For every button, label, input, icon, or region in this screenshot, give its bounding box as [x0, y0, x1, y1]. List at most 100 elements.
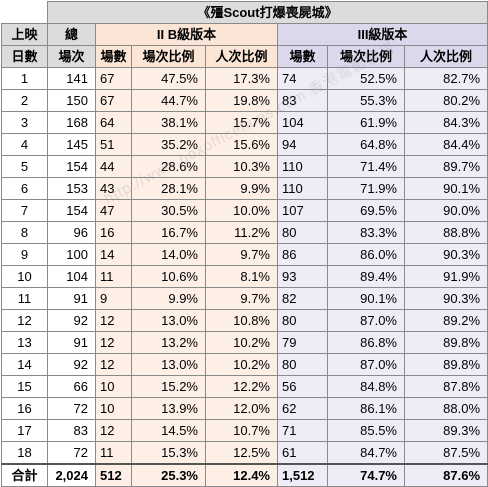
table-row: 5 154 44 28.6% 10.3% 110 71.4% 89.7%	[1, 155, 488, 178]
table-row: 2 150 67 44.7% 19.8% 83 55.3% 80.2%	[1, 89, 488, 112]
title-row: 《殭Scout打爆喪屍城》	[1, 1, 488, 24]
ii-screenings-cell: 11	[95, 265, 132, 288]
table-row: 1 141 67 47.5% 17.3% 74 52.5% 82.7%	[1, 67, 488, 90]
day-cell: 4	[1, 133, 48, 156]
total-cell: 168	[47, 111, 96, 134]
ii-screening-ratio-cell: 44.7%	[131, 89, 206, 112]
table-row: 12 92 12 13.0% 10.8% 80 87.0% 89.2%	[1, 309, 488, 332]
ii-attendance-ratio-cell: 17.3%	[205, 67, 278, 90]
table-row: 7 154 47 30.5% 10.0% 107 69.5% 90.0%	[1, 199, 488, 222]
iii-screening-ratio-cell: 87.0%	[327, 309, 405, 332]
table-row: 3 168 64 38.1% 15.7% 104 61.9% 84.3%	[1, 111, 488, 134]
ii-screenings-cell: 10	[95, 375, 132, 398]
ii-screening-ratio-cell: 15.3%	[131, 441, 206, 465]
iii-screenings-cell: 110	[277, 177, 328, 200]
iii-screenings-cell: 80	[277, 353, 328, 376]
total-cell: 154	[47, 155, 96, 178]
table-row: 11 91 9 9.9% 9.7% 82 90.1% 90.3%	[1, 287, 488, 310]
ii-screening-ratio-cell: 13.0%	[131, 309, 206, 332]
iii-attendance-ratio-cell: 89.7%	[403, 155, 488, 178]
ii-screening-ratio-cell: 38.1%	[131, 111, 206, 134]
iii-attendance-ratio-cell: 90.1%	[403, 177, 488, 200]
iii-attendance-ratio-cell: 89.3%	[403, 419, 488, 442]
total-cell: 100	[47, 243, 96, 266]
iii-screening-ratio-cell: 89.4%	[327, 265, 405, 288]
ii-screening-ratio-cell: 10.6%	[131, 265, 206, 288]
iii-screening-ratio-cell: 61.9%	[327, 111, 405, 134]
iii-screening-ratio-cell: 90.1%	[327, 287, 405, 310]
group-ii-header: II B級版本	[95, 23, 278, 46]
iii-attendance-ratio-cell: 88.8%	[403, 221, 488, 244]
total-cell: 150	[47, 89, 96, 112]
ii-screening-ratio-cell: 13.0%	[131, 353, 206, 376]
ii-screenings-cell: 67	[95, 89, 132, 112]
total-cell: 141	[47, 67, 96, 90]
iii-screenings-cell: 79	[277, 331, 328, 354]
iii-screening-ratio-cell: 71.9%	[327, 177, 405, 200]
iii-screenings-cell: 107	[277, 199, 328, 222]
table-row: 13 91 12 13.2% 10.2% 79 86.8% 89.8%	[1, 331, 488, 354]
iii-screenings-cell: 94	[277, 133, 328, 156]
iii-screenings-cell: 80	[277, 309, 328, 332]
day-cell: 17	[1, 419, 48, 442]
ii-attendance-ratio-cell: 9.7%	[205, 287, 278, 310]
ii-screenings-cell: 51	[95, 133, 132, 156]
ii-attendance-ratio-cell: 19.8%	[205, 89, 278, 112]
totals-label: 合計	[1, 463, 48, 487]
header-row-1: 上映 總 II B級版本 III級版本	[1, 23, 488, 46]
iii-screenings-cell: 61	[277, 441, 328, 465]
ii-attendance-ratio-cell: 10.2%	[205, 331, 278, 354]
ii-screenings-cell: 14	[95, 243, 132, 266]
ii-screening-ratio-cell: 30.5%	[131, 199, 206, 222]
iii-screenings-cell: 80	[277, 221, 328, 244]
totals-iii-attendance-ratio: 87.6%	[403, 463, 488, 487]
totals-ii-attendance-ratio: 12.4%	[205, 463, 278, 487]
iii-screening-ratio-cell: 87.0%	[327, 353, 405, 376]
total-cell: 153	[47, 177, 96, 200]
ii-screening-ratio-cell: 47.5%	[131, 67, 206, 90]
iii-screening-ratio-cell: 69.5%	[327, 199, 405, 222]
iii-attendance-ratio-cell: 91.9%	[403, 265, 488, 288]
ii-screenings-cell: 16	[95, 221, 132, 244]
iii-screenings-cell: 104	[277, 111, 328, 134]
iii-attendance-ratio-cell: 84.3%	[403, 111, 488, 134]
iii-screening-ratio-cell: 86.8%	[327, 331, 405, 354]
iii-screenings-cell: 82	[277, 287, 328, 310]
totals-iii-screenings: 1,512	[277, 463, 328, 487]
iii-screening-ratio-cell: 86.1%	[327, 397, 405, 420]
ii-screening-ratio-cell: 16.7%	[131, 221, 206, 244]
total-cell: 92	[47, 353, 96, 376]
total-cell: 72	[47, 397, 96, 420]
day-cell: 9	[1, 243, 48, 266]
iii-screenings-cell: 86	[277, 243, 328, 266]
iii-screenings-cell: 74	[277, 67, 328, 90]
ii-attendance-ratio-cell: 12.0%	[205, 397, 278, 420]
total-cell: 145	[47, 133, 96, 156]
table-row: 10 104 11 10.6% 8.1% 93 89.4% 91.9%	[1, 265, 488, 288]
iii-attendance-ratio-cell: 90.0%	[403, 199, 488, 222]
table-row: 8 96 16 16.7% 11.2% 80 83.3% 88.8%	[1, 221, 488, 244]
ii-attendance-ratio-cell: 9.9%	[205, 177, 278, 200]
iii-screening-ratio-cell: 86.0%	[327, 243, 405, 266]
ii-screening-ratio-cell: 14.0%	[131, 243, 206, 266]
iii-attendance-ratio-cell: 88.0%	[403, 397, 488, 420]
ii-attendance-ratio-cell: 10.7%	[205, 419, 278, 442]
totals-iii-screening-ratio: 74.7%	[327, 463, 405, 487]
table-row: 16 72 10 13.9% 12.0% 62 86.1% 88.0%	[1, 397, 488, 420]
ii-attendance-ratio-cell: 10.3%	[205, 155, 278, 178]
ii-screenings-cell: 9	[95, 287, 132, 310]
table-row: 6 153 43 28.1% 9.9% 110 71.9% 90.1%	[1, 177, 488, 200]
day-cell: 8	[1, 221, 48, 244]
iii-attendance-ratio-cell: 82.7%	[403, 67, 488, 90]
table-row: 9 100 14 14.0% 9.7% 86 86.0% 90.3%	[1, 243, 488, 266]
table-row: 15 66 10 15.2% 12.2% 56 84.8% 87.8%	[1, 375, 488, 398]
day-cell: 11	[1, 287, 48, 310]
total-cell: 91	[47, 287, 96, 310]
iii-attendance-ratio-cell: 89.2%	[403, 309, 488, 332]
iii-attendance-ratio-cell: 90.3%	[403, 287, 488, 310]
ii-screenings-cell: 44	[95, 155, 132, 178]
iii-screening-ratio-cell: 55.3%	[327, 89, 405, 112]
iii-screenings-cell: 110	[277, 155, 328, 178]
day-cell: 3	[1, 111, 48, 134]
iii-attendance-ratio-cell: 87.5%	[403, 441, 488, 465]
